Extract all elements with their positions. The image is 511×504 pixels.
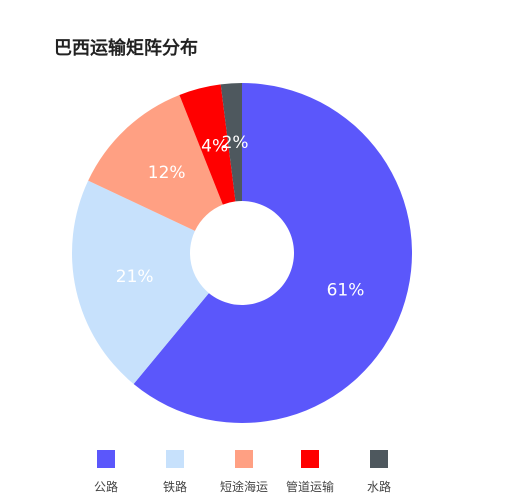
legend-item-pipeline[interactable]: 管道运输	[270, 448, 350, 498]
legend-label: 管道运输	[285, 480, 334, 494]
slice-label-road: 61%	[327, 280, 365, 300]
slice-label-waterway: 2%	[222, 133, 249, 153]
slice-label-rail: 21%	[116, 267, 154, 287]
legend-label: 公路	[93, 480, 118, 494]
slice-label-coastal-shipping: 12%	[148, 163, 186, 183]
donut-chart: 61% 21% 12% 4%2%	[71, 83, 413, 423]
slice-label-pipeline: 4%	[201, 136, 228, 156]
slice-labels-group: 61% 21% 12% 4%2%	[116, 133, 365, 300]
slice-rail[interactable]	[71, 180, 209, 384]
chart-title: 巴西运输矩阵分布	[54, 38, 198, 59]
slice-coastal-shipping[interactable]	[88, 94, 223, 231]
legend-swatch	[370, 450, 388, 468]
legend-item-rail[interactable]: 铁路	[135, 448, 215, 498]
slices-group	[71, 83, 413, 423]
legend-label: 水路	[366, 480, 391, 494]
legend-swatch	[301, 450, 319, 468]
legend: 公路 铁路 短途海运 管道运输 水路	[0, 448, 511, 498]
legend-label: 铁路	[162, 480, 187, 494]
legend-item-road[interactable]: 公路	[66, 448, 146, 498]
slice-waterway[interactable]	[220, 83, 242, 202]
legend-swatch	[235, 450, 253, 468]
legend-item-waterway[interactable]: 水路	[339, 448, 419, 498]
legend-label: 短途海运	[219, 480, 268, 494]
legend-swatch	[166, 450, 184, 468]
legend-item-coastal-shipping[interactable]: 短途海运	[204, 448, 284, 498]
slice-road[interactable]	[133, 83, 413, 423]
slice-pipeline[interactable]	[179, 84, 236, 205]
legend-swatch	[97, 450, 115, 468]
